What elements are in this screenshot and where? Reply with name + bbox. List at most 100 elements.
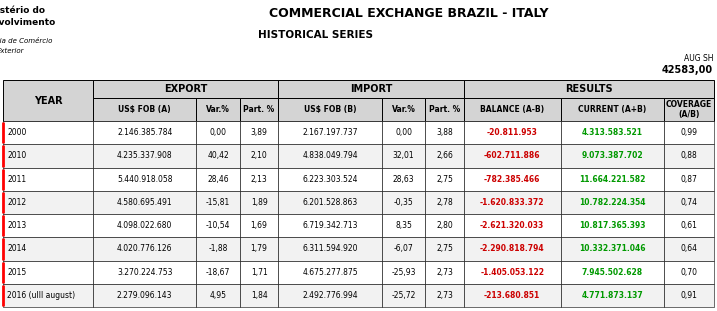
Text: Part. %: Part. %	[429, 105, 460, 114]
Text: 10.782.224.354: 10.782.224.354	[579, 198, 645, 207]
Text: -18,67: -18,67	[206, 268, 230, 276]
Bar	[464, 237, 561, 261]
Bar	[239, 144, 278, 168]
Text: 2,78: 2,78	[436, 198, 453, 207]
Bar	[464, 80, 714, 98]
Text: 2,10: 2,10	[251, 151, 267, 160]
Text: 2,80: 2,80	[436, 221, 453, 230]
Text: 1,84: 1,84	[251, 291, 267, 300]
Text: 2,13: 2,13	[251, 174, 267, 183]
Bar	[93, 284, 196, 307]
Bar	[382, 237, 425, 261]
Bar	[561, 144, 664, 168]
Text: 2000: 2000	[7, 128, 27, 137]
Bar	[425, 191, 464, 214]
Text: 0,87: 0,87	[680, 174, 698, 183]
Text: 3,88: 3,88	[436, 128, 453, 137]
Bar	[3, 144, 93, 168]
Text: 2,73: 2,73	[436, 291, 453, 300]
Text: 0,88: 0,88	[680, 151, 698, 160]
Text: -1.620.833.372: -1.620.833.372	[480, 198, 544, 207]
Bar	[3, 237, 93, 261]
Bar	[664, 98, 714, 121]
Text: 0,00: 0,00	[395, 128, 412, 137]
Bar	[93, 80, 278, 98]
Text: -602.711.886: -602.711.886	[484, 151, 541, 160]
Text: -25,93: -25,93	[391, 268, 416, 276]
Bar	[561, 214, 664, 237]
Text: 5.440.918.058: 5.440.918.058	[117, 174, 173, 183]
Text: AUG SH: AUG SH	[683, 54, 713, 63]
Bar	[3, 191, 93, 214]
Bar	[3, 121, 93, 144]
Bar	[425, 284, 464, 307]
Bar	[278, 121, 382, 144]
Bar	[239, 261, 278, 284]
Bar	[196, 98, 239, 121]
Bar	[93, 191, 196, 214]
Bar	[3, 80, 93, 121]
Bar	[425, 121, 464, 144]
Text: 2,75: 2,75	[436, 244, 453, 253]
Bar	[382, 144, 425, 168]
Bar	[425, 144, 464, 168]
Text: 4.675.277.875: 4.675.277.875	[303, 268, 358, 276]
Bar	[93, 214, 196, 237]
Text: 2.146.385.784: 2.146.385.784	[117, 128, 172, 137]
Bar	[664, 237, 714, 261]
Text: -10,54: -10,54	[206, 221, 230, 230]
Bar	[196, 284, 239, 307]
Bar	[382, 98, 425, 121]
Text: EXPORT: EXPORT	[164, 84, 207, 94]
Bar	[561, 261, 664, 284]
Bar	[425, 98, 464, 121]
Bar	[464, 98, 561, 121]
Bar	[239, 214, 278, 237]
Bar	[278, 168, 382, 191]
Text: 2.167.197.737: 2.167.197.737	[303, 128, 358, 137]
Bar	[664, 144, 714, 168]
Text: 2011: 2011	[7, 174, 26, 183]
Text: 0,61: 0,61	[680, 221, 698, 230]
Text: RESULTS: RESULTS	[565, 84, 613, 94]
Text: 1,79: 1,79	[251, 244, 267, 253]
Bar	[382, 214, 425, 237]
Bar	[382, 121, 425, 144]
Bar	[664, 168, 714, 191]
Text: 1,71: 1,71	[251, 268, 267, 276]
Text: 6.201.528.863: 6.201.528.863	[303, 198, 358, 207]
Bar	[664, 191, 714, 214]
Bar	[464, 168, 561, 191]
Bar	[196, 214, 239, 237]
Text: 0,00: 0,00	[209, 128, 227, 137]
Bar	[196, 191, 239, 214]
Bar	[3, 261, 93, 284]
Text: 2,73: 2,73	[436, 268, 453, 276]
Text: 3.270.224.753: 3.270.224.753	[117, 268, 173, 276]
Text: Var.%: Var.%	[206, 105, 230, 114]
Text: 4.098.022.680: 4.098.022.680	[117, 221, 172, 230]
Bar	[425, 237, 464, 261]
Text: US$ FOB (B): US$ FOB (B)	[304, 105, 356, 114]
Text: 4.235.337.908: 4.235.337.908	[117, 151, 173, 160]
Bar	[239, 98, 278, 121]
Text: 0,70: 0,70	[680, 268, 698, 276]
Bar	[239, 121, 278, 144]
Text: 10.332.371.046: 10.332.371.046	[579, 244, 645, 253]
Bar	[464, 121, 561, 144]
Text: Ministério do: Ministério do	[0, 6, 44, 15]
Text: 2,75: 2,75	[436, 174, 453, 183]
Text: COMMERCIAL EXCHANGE BRAZIL - ITALY: COMMERCIAL EXCHANGE BRAZIL - ITALY	[269, 7, 549, 20]
Bar	[382, 191, 425, 214]
Text: 1,69: 1,69	[251, 221, 267, 230]
Text: 0,74: 0,74	[680, 198, 698, 207]
Bar	[278, 261, 382, 284]
Text: 28,63: 28,63	[393, 174, 414, 183]
Bar	[93, 121, 196, 144]
Bar	[93, 168, 196, 191]
Text: 2015: 2015	[7, 268, 27, 276]
Text: -0,35: -0,35	[394, 198, 414, 207]
Text: CURRENT (A+B): CURRENT (A+B)	[578, 105, 647, 114]
Text: 4.020.776.126: 4.020.776.126	[117, 244, 173, 253]
Bar	[382, 261, 425, 284]
